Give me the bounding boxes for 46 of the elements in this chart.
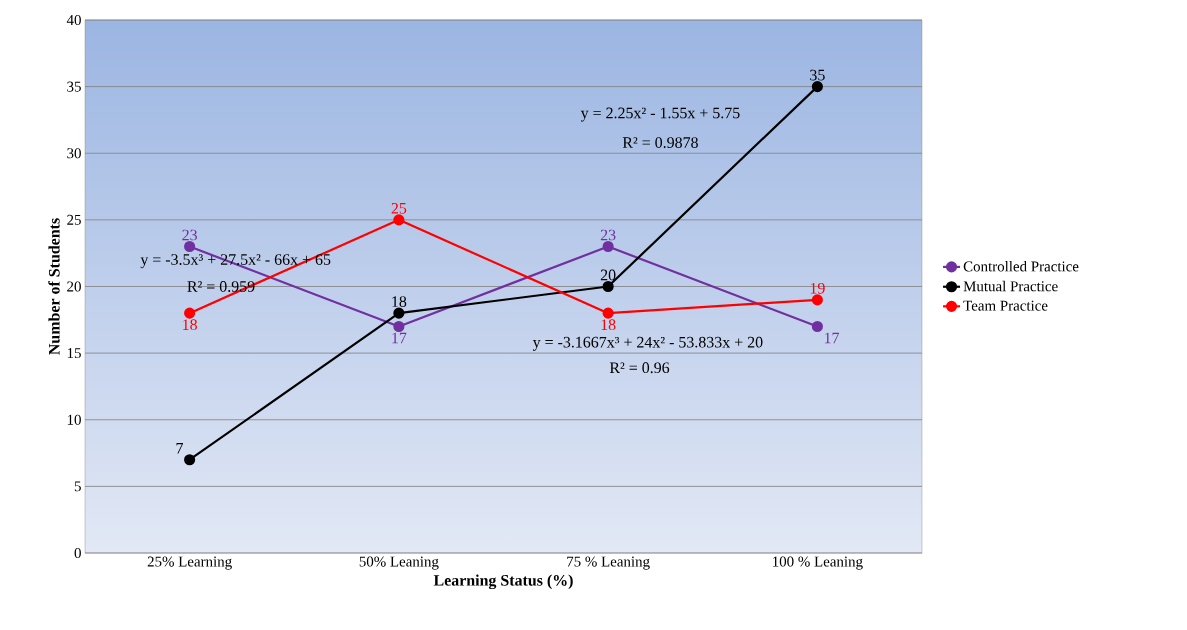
y-axis-title: Number of Students <box>48 218 60 355</box>
y-tick-label: 15 <box>67 348 81 359</box>
x-tick-label: 50% Leaning <box>359 556 439 570</box>
point <box>602 240 614 253</box>
x-tick-label: 25% Learning <box>147 556 232 570</box>
y-tick-label: 30 <box>67 148 81 159</box>
y-tick-label: 20 <box>67 281 81 292</box>
point <box>811 81 823 93</box>
point <box>184 240 196 253</box>
legend-label: Controlled Practice <box>963 260 1079 272</box>
point <box>393 320 405 333</box>
data-label: 18 <box>183 319 197 331</box>
data-label: 25 <box>391 202 407 214</box>
x-axis-title: Learning Status (%) <box>433 574 573 590</box>
point <box>602 307 614 319</box>
data-label: 19 <box>810 282 825 294</box>
annotation: R² = 0.96 <box>609 362 670 374</box>
data-label: 18 <box>392 296 407 307</box>
annotation: R² = 0.9878 <box>622 137 698 148</box>
data-label: 23 <box>182 229 197 241</box>
data-label: 23 <box>600 229 616 241</box>
legend-label: Team Practice <box>963 300 1048 311</box>
y-tick-label: 10 <box>67 414 81 425</box>
x-tick-label: 100 % Leaning <box>773 556 863 570</box>
data-label: 35 <box>810 69 825 81</box>
annotation: y = -3.1667x³ + 24x² - 53.833x + 20 <box>532 336 763 351</box>
y-tick-label: 0 <box>74 547 81 559</box>
point <box>811 320 823 333</box>
legend-label: Mutual Practice <box>963 280 1058 292</box>
point <box>184 307 196 319</box>
y-tick-label: 35 <box>67 81 81 92</box>
x-tick-label: 75 % Leaning <box>567 556 650 570</box>
point <box>602 280 614 293</box>
data-label: 7 <box>176 443 183 454</box>
data-label: 17 <box>824 332 840 344</box>
point <box>393 214 405 226</box>
point <box>184 454 196 466</box>
y-tick-label: 40 <box>66 14 81 26</box>
point <box>393 307 405 319</box>
data-label: 18 <box>601 319 616 331</box>
annotation: y = 2.25x² - 1.55x + 5.75 <box>580 107 740 122</box>
point <box>811 294 823 306</box>
y-tick-label: 5 <box>74 481 81 492</box>
data-label: 20 <box>600 269 616 281</box>
data-label: 17 <box>392 332 407 344</box>
y-tick-label: 25 <box>67 214 81 225</box>
